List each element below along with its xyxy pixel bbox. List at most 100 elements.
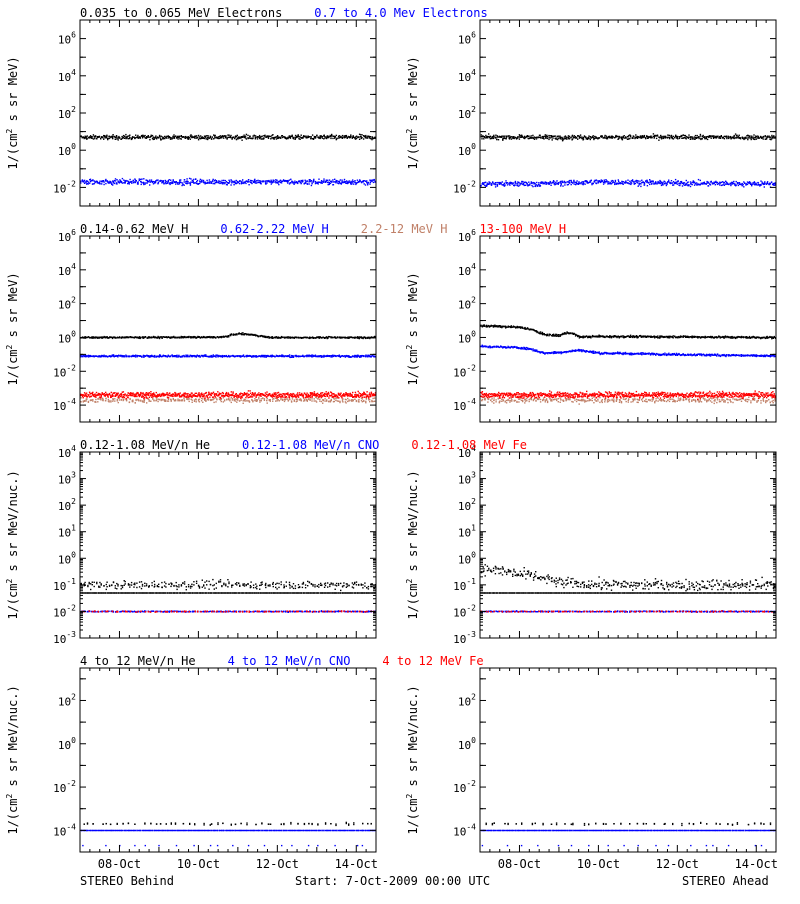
data-point <box>201 398 202 399</box>
data-point <box>128 337 129 338</box>
data-point <box>218 182 219 183</box>
data-point <box>624 135 625 136</box>
data-point <box>493 136 494 137</box>
data-point <box>572 139 573 140</box>
data-point <box>679 138 680 139</box>
data-point <box>109 336 110 337</box>
data-point <box>664 183 665 184</box>
data-point <box>192 402 193 403</box>
data-point <box>708 185 709 186</box>
data-point <box>498 182 499 183</box>
data-point <box>189 398 190 399</box>
data-point <box>84 392 85 393</box>
data-point <box>198 139 199 140</box>
data-point <box>774 185 775 186</box>
data-point <box>176 181 177 182</box>
data-point <box>179 138 180 139</box>
data-point <box>93 138 94 139</box>
data-point <box>264 355 265 356</box>
data-point <box>203 180 204 181</box>
data-point <box>150 393 151 394</box>
data-point <box>747 139 748 140</box>
data-point <box>122 182 123 183</box>
data-point <box>287 180 288 181</box>
data-point <box>107 356 108 357</box>
data-point <box>165 183 166 184</box>
data-point <box>751 136 752 137</box>
data-point <box>161 139 162 140</box>
data-point <box>88 182 89 183</box>
data-point <box>311 398 312 399</box>
data-point <box>97 398 98 399</box>
data-point <box>135 355 136 356</box>
data-point <box>581 138 582 139</box>
data-point <box>640 186 641 187</box>
data-point <box>374 179 375 180</box>
y-tick-label: 10-2 <box>53 179 76 195</box>
data-point <box>536 182 537 183</box>
y-tick-exponent: -2 <box>466 179 476 188</box>
data-point <box>186 356 187 357</box>
data-point <box>358 355 359 356</box>
data-point <box>204 398 205 399</box>
data-point <box>497 182 498 183</box>
data-point <box>637 138 638 139</box>
data-point <box>248 138 249 139</box>
data-point <box>674 137 675 138</box>
data-point <box>163 181 164 182</box>
data-point <box>692 137 693 138</box>
data-point <box>157 356 158 357</box>
data-point <box>580 137 581 138</box>
data-point <box>361 337 362 338</box>
data-point <box>230 356 231 357</box>
data-point <box>239 400 240 401</box>
data-point <box>351 183 352 184</box>
data-point <box>488 133 489 134</box>
data-point <box>614 184 615 185</box>
data-point <box>311 185 312 186</box>
data-point <box>107 337 108 338</box>
data-point <box>495 135 496 136</box>
series-points <box>80 354 377 358</box>
data-point <box>633 135 634 136</box>
data-point <box>184 396 185 397</box>
data-point <box>254 334 255 335</box>
data-point <box>199 183 200 184</box>
data-point <box>507 182 508 183</box>
data-point <box>524 185 525 186</box>
data-point <box>372 401 373 402</box>
data-point <box>207 135 208 136</box>
data-point <box>149 139 150 140</box>
data-point <box>148 393 149 394</box>
data-point <box>177 138 178 139</box>
data-point <box>250 393 251 394</box>
data-point <box>163 393 164 394</box>
data-point <box>202 355 203 356</box>
data-point <box>613 182 614 183</box>
data-point <box>208 336 209 337</box>
data-point <box>351 401 352 402</box>
data-point <box>189 137 190 138</box>
data-point <box>242 136 243 137</box>
data-point <box>111 182 112 183</box>
data-point <box>187 181 188 182</box>
data-point <box>112 137 113 138</box>
data-point <box>684 182 685 183</box>
data-point <box>361 137 362 138</box>
data-point <box>280 399 281 400</box>
data-point <box>227 184 228 185</box>
data-point <box>304 136 305 137</box>
data-point <box>615 180 616 181</box>
data-point <box>673 184 674 185</box>
data-point <box>329 355 330 356</box>
data-point <box>269 181 270 182</box>
data-point <box>352 179 353 180</box>
data-point <box>704 183 705 184</box>
data-point <box>231 391 232 392</box>
data-point <box>728 138 729 139</box>
data-point <box>287 182 288 183</box>
data-point <box>206 392 207 393</box>
